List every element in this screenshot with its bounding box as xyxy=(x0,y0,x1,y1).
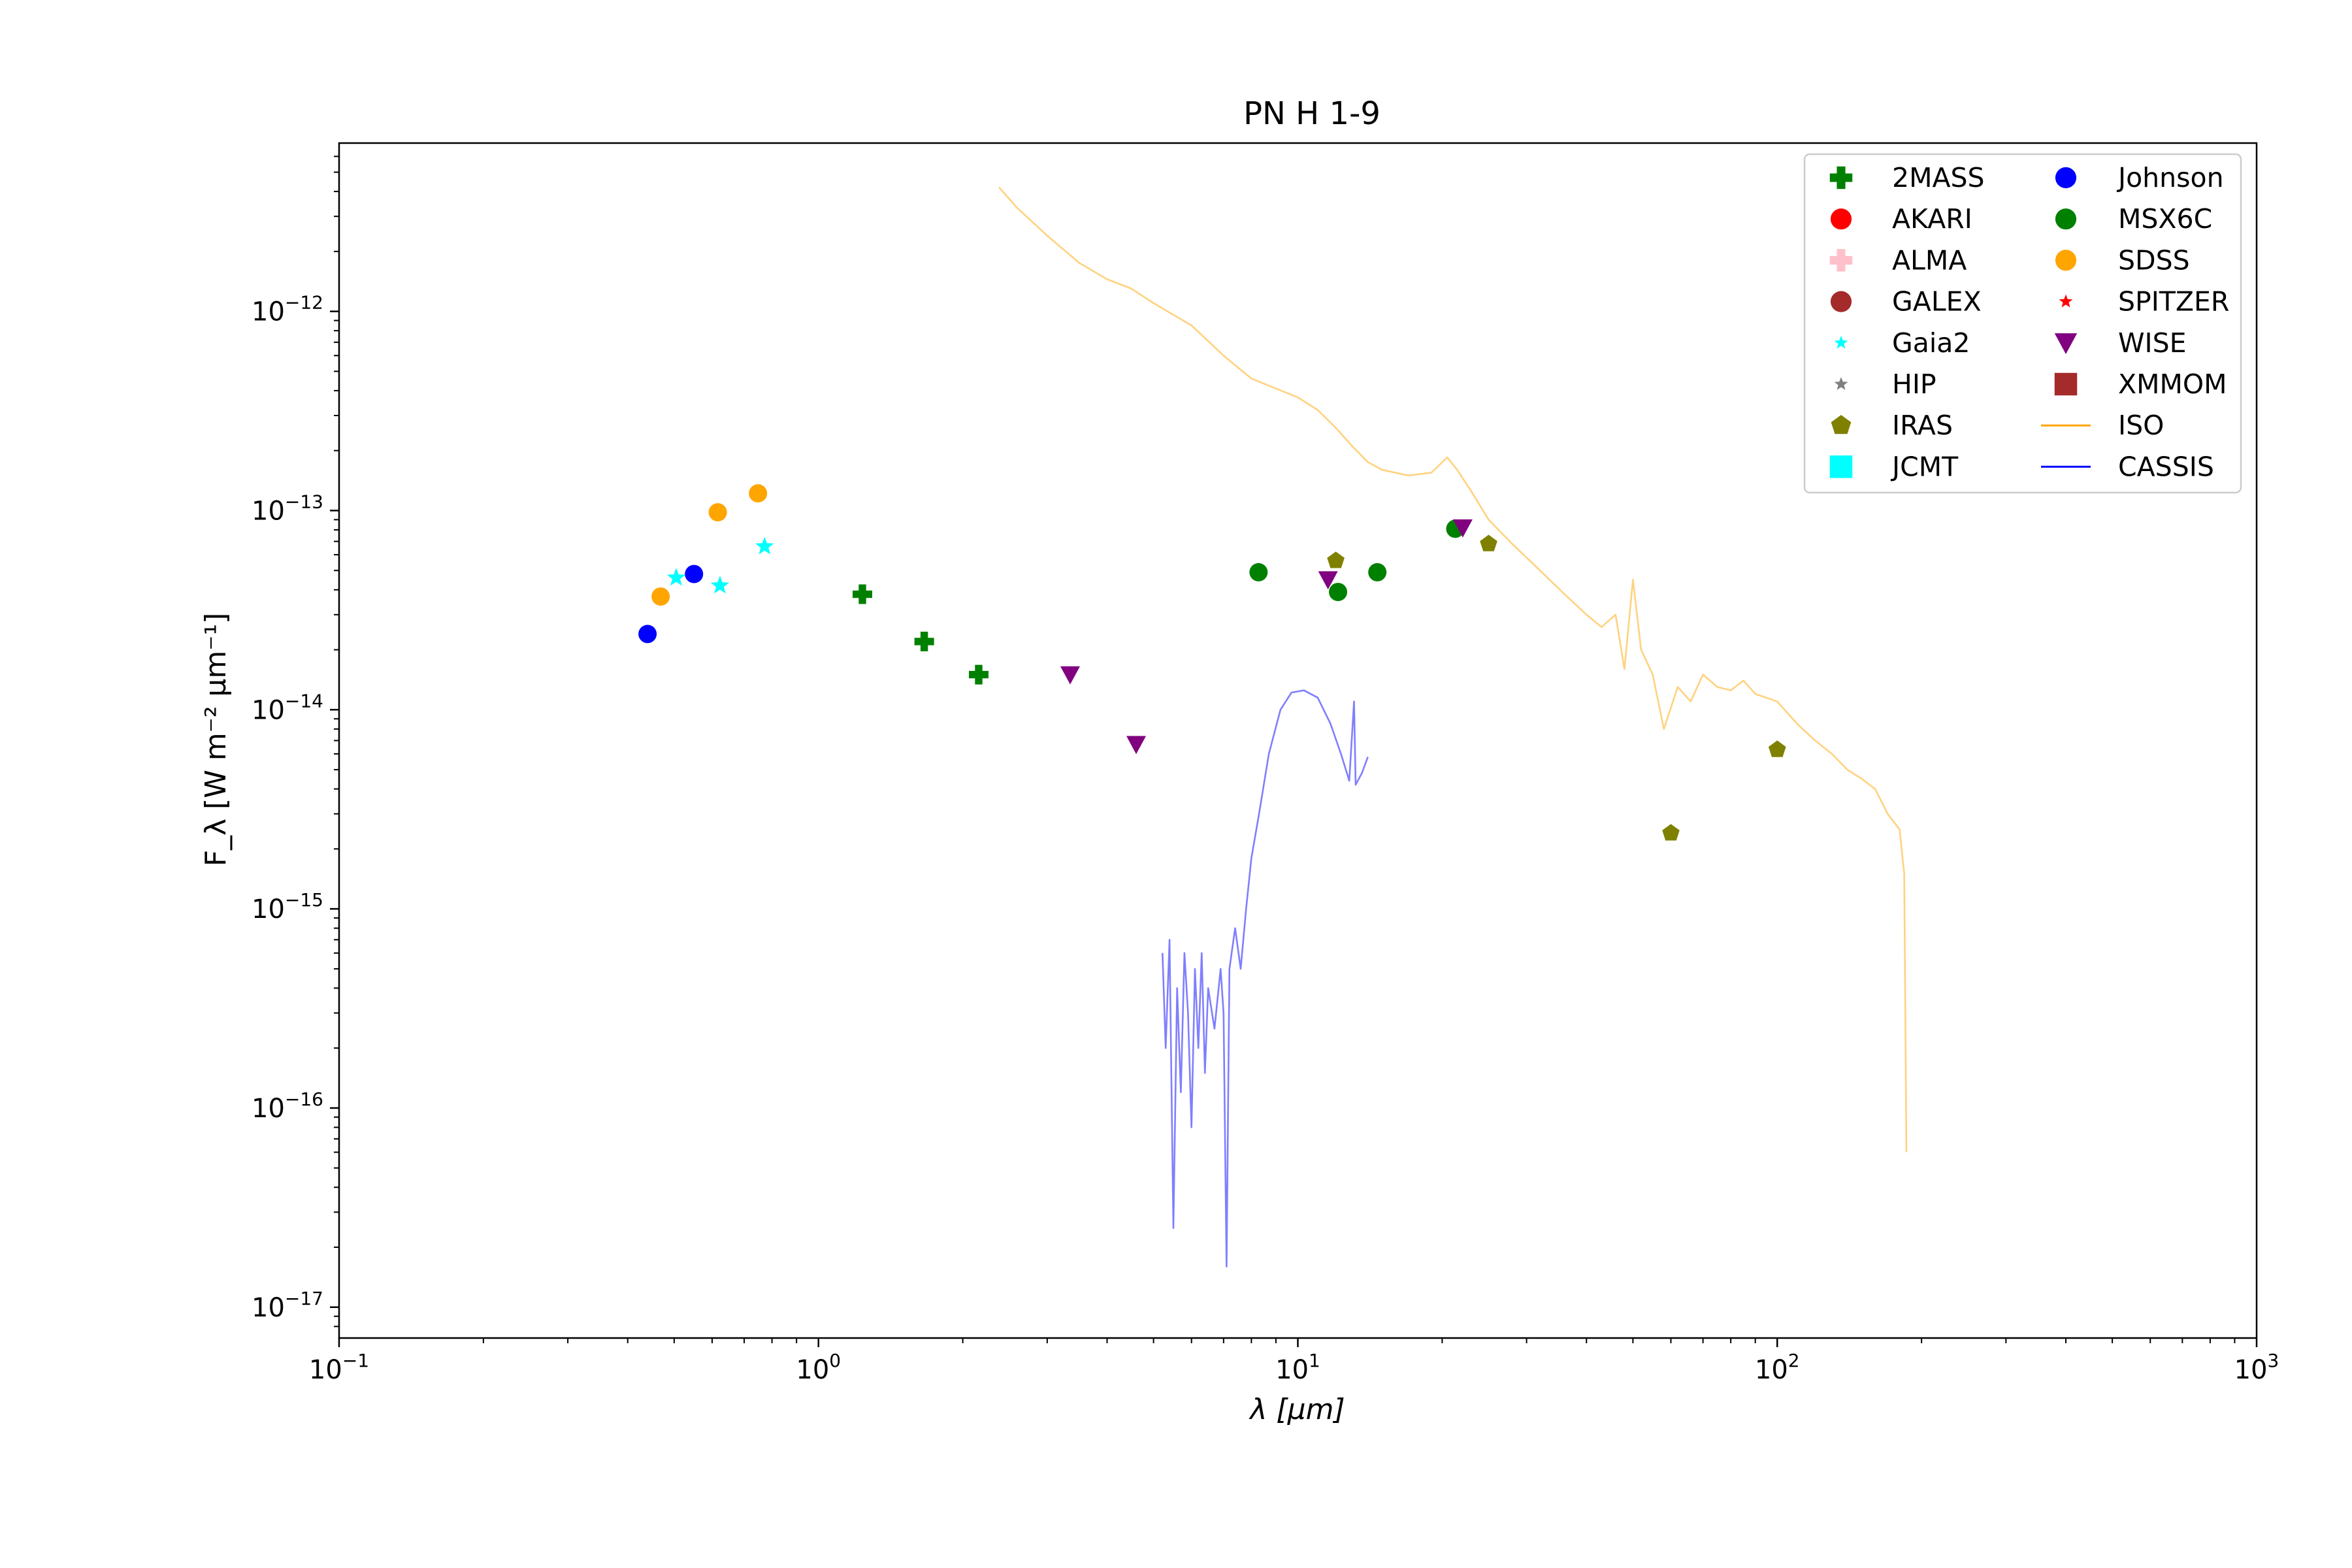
legend-label-gaia2: Gaia2 xyxy=(1892,327,1970,359)
point-msx6c-2 xyxy=(1368,563,1387,581)
y-tick-label-1: 10−16 xyxy=(252,1088,323,1124)
legend-label-galex: GALEX xyxy=(1892,286,1982,318)
x-axis-label: λ [μm] xyxy=(1249,1393,1345,1426)
legend-swatch-galex xyxy=(1830,291,1852,312)
point-sdss-2 xyxy=(749,484,768,503)
point-sdss-0 xyxy=(651,587,670,606)
legend-swatch-hip xyxy=(1834,377,1848,390)
point-johnson-1 xyxy=(685,564,704,583)
legend-swatch-akari xyxy=(1830,208,1852,230)
legend-label-msx6c: MSX6C xyxy=(2118,203,2212,235)
point-msx6c-0 xyxy=(1249,563,1268,581)
legend-label-johnson: Johnson xyxy=(2116,162,2224,193)
legend-label-spitzer: SPITZER xyxy=(2118,286,2229,318)
legend-label-alma: ALMA xyxy=(1892,244,1967,276)
legend-swatch-spitzer xyxy=(2059,294,2073,308)
legend-swatch-iras xyxy=(1831,415,1852,434)
legend-swatch-johnson xyxy=(2055,167,2077,189)
chart-title: PN H 1-9 xyxy=(1243,95,1380,132)
y-axis: 10−17 10−16 10−15 10−14 10−13 10−12 xyxy=(252,155,339,1328)
point-wise-1 xyxy=(1126,736,1147,755)
legend: 2MASS AKARI ALMA GALEX Gaia2 HIP IRAS JCMT Johns… xyxy=(1803,153,2242,494)
y-tick-label-4: 10−13 xyxy=(252,491,323,526)
legend-swatch-xmmom xyxy=(2054,372,2078,396)
y-tick-label-3: 10−14 xyxy=(252,690,323,725)
point-wise-3 xyxy=(1452,519,1473,538)
point-gaia2-2 xyxy=(755,536,774,555)
point-sdss-1 xyxy=(708,503,727,522)
legend-swatch-jcmt xyxy=(1829,455,1853,478)
legend-swatch-2mass xyxy=(1829,166,1853,189)
legend-box xyxy=(1803,153,2242,494)
x-tick-label-2: 101 xyxy=(1275,1350,1320,1385)
legend-label-xmmom: XMMOM xyxy=(2118,368,2227,400)
point-2mass-1 xyxy=(914,631,934,651)
point-iras-1 xyxy=(1480,534,1497,551)
legend-swatch-sdss xyxy=(2055,250,2077,271)
legend-swatch-gaia2 xyxy=(1834,335,1848,349)
legend-label-sdss: SDSS xyxy=(2118,244,2190,276)
point-wise-0 xyxy=(1060,666,1081,685)
y-tick-label-0: 10−17 xyxy=(252,1288,323,1323)
y-tick-label-2: 10−15 xyxy=(252,889,323,924)
y-axis-label: F_λ [W m⁻² μm⁻¹] xyxy=(199,613,233,867)
photometry-points xyxy=(638,484,1786,841)
point-gaia2-1 xyxy=(710,576,730,594)
series-line-cassis xyxy=(1162,689,1369,1267)
x-tick-label-3: 102 xyxy=(1755,1350,1800,1385)
point-iras-2 xyxy=(1662,824,1680,841)
y-tick-label-5: 10−12 xyxy=(252,292,323,327)
x-tick-label-0: 10−1 xyxy=(309,1350,369,1385)
point-msx6c-1 xyxy=(1329,583,1348,602)
series-line-iso xyxy=(998,186,1908,1152)
spectra-lines xyxy=(998,186,1908,1267)
legend-label-akari: AKARI xyxy=(1892,203,1972,235)
point-johnson-0 xyxy=(638,625,657,644)
x-tick-label-1: 100 xyxy=(796,1350,841,1385)
legend-label-iso: ISO xyxy=(2118,410,2164,441)
legend-label-jcmt: JCMT xyxy=(1890,451,1959,482)
x-tick-label-4: 103 xyxy=(2234,1350,2279,1385)
legend-swatch-wise xyxy=(2054,333,2078,355)
x-axis: 10−1 100 101 102 103 xyxy=(309,1338,2279,1385)
legend-swatch-msx6c xyxy=(2055,208,2077,230)
point-2mass-2 xyxy=(969,664,989,685)
legend-label-iras: IRAS xyxy=(1892,410,1953,441)
legend-label-hip: HIP xyxy=(1892,368,1936,400)
legend-label-cassis: CASSIS xyxy=(2118,451,2214,482)
point-2mass-0 xyxy=(853,584,873,604)
legend-swatch-alma xyxy=(1829,249,1853,272)
point-wise-2 xyxy=(1318,571,1338,590)
legend-label-2mass: 2MASS xyxy=(1892,162,1985,193)
point-iras-0 xyxy=(1327,551,1345,568)
point-gaia2-0 xyxy=(666,568,686,586)
legend-label-wise: WISE xyxy=(2118,327,2187,359)
point-iras-3 xyxy=(1768,740,1786,757)
